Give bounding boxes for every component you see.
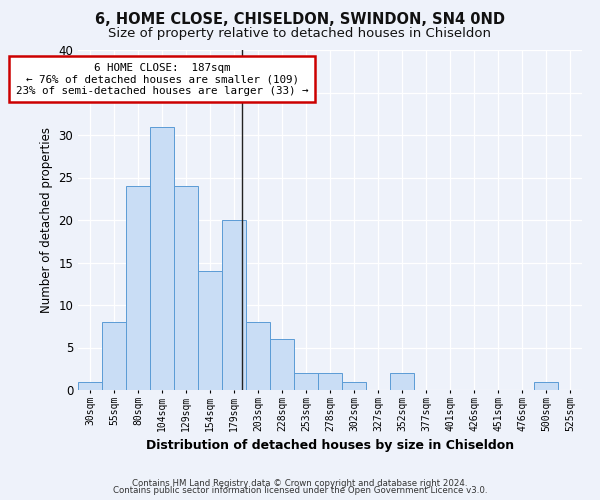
X-axis label: Distribution of detached houses by size in Chiseldon: Distribution of detached houses by size … <box>146 439 514 452</box>
Bar <box>102 322 126 390</box>
Text: 6, HOME CLOSE, CHISELDON, SWINDON, SN4 0ND: 6, HOME CLOSE, CHISELDON, SWINDON, SN4 0… <box>95 12 505 28</box>
Bar <box>534 382 558 390</box>
Bar <box>126 186 150 390</box>
Y-axis label: Number of detached properties: Number of detached properties <box>40 127 53 313</box>
Text: Contains HM Land Registry data © Crown copyright and database right 2024.: Contains HM Land Registry data © Crown c… <box>132 478 468 488</box>
Bar <box>174 186 198 390</box>
Bar <box>222 220 246 390</box>
Bar <box>150 126 174 390</box>
Bar <box>294 373 318 390</box>
Bar <box>270 339 294 390</box>
Bar <box>198 271 222 390</box>
Bar <box>342 382 366 390</box>
Bar <box>246 322 270 390</box>
Text: 6 HOME CLOSE:  187sqm
← 76% of detached houses are smaller (109)
23% of semi-det: 6 HOME CLOSE: 187sqm ← 76% of detached h… <box>16 62 308 96</box>
Text: Contains public sector information licensed under the Open Government Licence v3: Contains public sector information licen… <box>113 486 487 495</box>
Bar <box>318 373 342 390</box>
Bar <box>390 373 414 390</box>
Bar <box>78 382 102 390</box>
Text: Size of property relative to detached houses in Chiseldon: Size of property relative to detached ho… <box>109 28 491 40</box>
